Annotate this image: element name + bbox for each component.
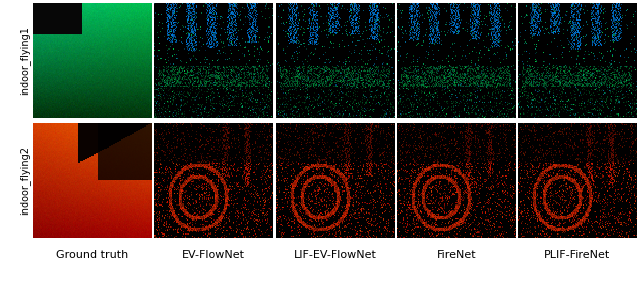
Text: LIF-EV-FlowNet: LIF-EV-FlowNet: [294, 250, 376, 260]
Text: PLIF-FireNet: PLIF-FireNet: [545, 250, 611, 260]
Text: indoor_flying2: indoor_flying2: [19, 146, 30, 215]
Text: Ground truth: Ground truth: [56, 250, 129, 260]
Text: indoor_flying1: indoor_flying1: [19, 26, 30, 95]
Text: EV-FlowNet: EV-FlowNet: [182, 250, 245, 260]
Text: FireNet: FireNet: [436, 250, 476, 260]
